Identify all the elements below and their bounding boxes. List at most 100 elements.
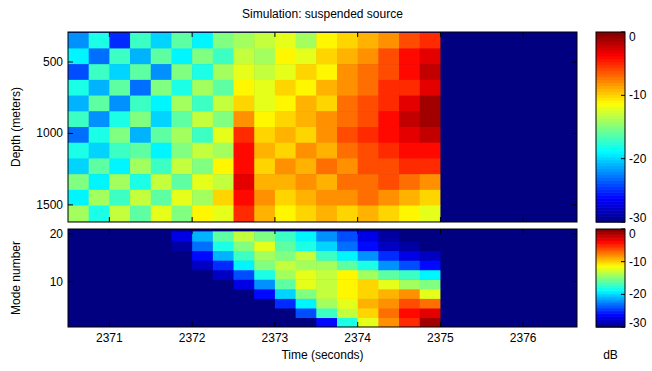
heatmap-cell xyxy=(399,241,420,251)
heatmap-cell xyxy=(544,33,565,49)
x-tick xyxy=(192,322,193,327)
heatmap-cell xyxy=(503,96,524,112)
heatmap-cell xyxy=(213,308,234,318)
heatmap-cell xyxy=(234,260,255,270)
heatmap-cell xyxy=(213,190,234,206)
heatmap-cell xyxy=(358,174,379,190)
x-tick-label: 2374 xyxy=(344,331,371,345)
heatmap-cell xyxy=(254,317,275,327)
heatmap-cell xyxy=(275,206,296,222)
y-tick-label: 20 xyxy=(50,227,64,241)
heatmap-cell xyxy=(192,64,213,80)
heatmap-cell xyxy=(461,308,482,318)
heatmap-cell xyxy=(254,279,275,289)
heatmap-cell xyxy=(89,270,110,280)
x-tick xyxy=(523,217,524,222)
heatmap-cell xyxy=(461,241,482,251)
heatmap-cell xyxy=(482,143,503,159)
heatmap-cell xyxy=(192,289,213,299)
heatmap-cell xyxy=(358,289,379,299)
heatmap-cell xyxy=(399,174,420,190)
heatmap-cell xyxy=(482,127,503,143)
x-tick xyxy=(523,322,524,327)
heatmap-cell xyxy=(275,317,296,327)
heatmap-cell xyxy=(254,174,275,190)
heatmap-cell xyxy=(358,298,379,308)
figure: 50010001500Simulation: suspended sourceD… xyxy=(0,0,652,371)
heatmap-cell xyxy=(130,96,151,112)
heatmap-cell xyxy=(254,33,275,49)
heatmap-cell xyxy=(275,127,296,143)
heatmap-cell xyxy=(109,260,130,270)
heatmap-cell xyxy=(109,279,130,289)
heatmap-cell xyxy=(109,308,130,318)
heatmap-cell xyxy=(213,111,234,127)
heatmap-cell xyxy=(482,251,503,261)
heatmap-cell xyxy=(89,241,110,251)
heatmap-cell xyxy=(89,289,110,299)
heatmap-cell xyxy=(213,158,234,174)
heatmap-cell xyxy=(420,96,441,112)
y-tick xyxy=(68,281,73,282)
heatmap-cell xyxy=(544,174,565,190)
heatmap-cell xyxy=(109,289,130,299)
heatmap-cell xyxy=(378,127,399,143)
heatmap-cell xyxy=(544,231,565,241)
heatmap-cell xyxy=(440,308,461,318)
heatmap-cell xyxy=(151,279,172,289)
heatmap-cell xyxy=(378,231,399,241)
heatmap-cell xyxy=(68,158,89,174)
heatmap-cell xyxy=(482,260,503,270)
heatmap-cell xyxy=(192,308,213,318)
heatmap-cell xyxy=(482,231,503,241)
heatmap-cell xyxy=(68,190,89,206)
heatmap-cell xyxy=(523,127,544,143)
heatmap-cell xyxy=(482,270,503,280)
heatmap-cell xyxy=(461,190,482,206)
heatmap-cell xyxy=(68,241,89,251)
heatmap-cell xyxy=(440,33,461,49)
heatmap-cell xyxy=(151,270,172,280)
x-tick xyxy=(192,217,193,222)
heatmap-cell xyxy=(503,231,524,241)
heatmap-cell xyxy=(151,64,172,80)
heatmap-cell xyxy=(296,260,317,270)
heatmap-cell xyxy=(378,158,399,174)
heatmap-cell xyxy=(399,143,420,159)
heatmap-cell xyxy=(482,317,503,327)
heatmap-cell xyxy=(337,241,358,251)
heatmap-cell xyxy=(337,279,358,289)
heatmap-cell xyxy=(109,96,130,112)
y-tick-label: 10 xyxy=(50,275,64,289)
heatmap-cell xyxy=(544,317,565,327)
colorbar-swatch xyxy=(596,32,625,36)
colorbar-tick-label: 0 xyxy=(629,227,636,241)
heatmap-cell xyxy=(254,260,275,270)
heatmap-cell xyxy=(151,80,172,96)
heatmap-cell xyxy=(192,317,213,327)
heatmap-cell xyxy=(213,279,234,289)
heatmap-cell xyxy=(68,289,89,299)
heatmap-cell xyxy=(523,279,544,289)
heatmap-cell xyxy=(151,241,172,251)
heatmap-cell xyxy=(192,190,213,206)
x-tick xyxy=(274,229,275,234)
x-tick xyxy=(109,229,110,234)
heatmap-cell xyxy=(503,33,524,49)
colorbar-tick-label: -30 xyxy=(629,316,647,330)
heatmap-cell xyxy=(316,80,337,96)
heatmap-cell xyxy=(68,279,89,289)
heatmap-cell xyxy=(171,127,192,143)
colorbar-tick xyxy=(621,294,625,295)
heatmap-cell xyxy=(296,127,317,143)
heatmap-cell xyxy=(234,174,255,190)
heatmap-cell xyxy=(461,127,482,143)
heatmap-cell xyxy=(523,80,544,96)
heatmap-cell xyxy=(503,127,524,143)
colorbar-tick xyxy=(621,32,625,33)
heatmap-cell xyxy=(399,289,420,299)
heatmap-cell xyxy=(399,96,420,112)
heatmap-cell xyxy=(68,80,89,96)
heatmap-cell xyxy=(296,317,317,327)
heatmap-cell xyxy=(358,111,379,127)
